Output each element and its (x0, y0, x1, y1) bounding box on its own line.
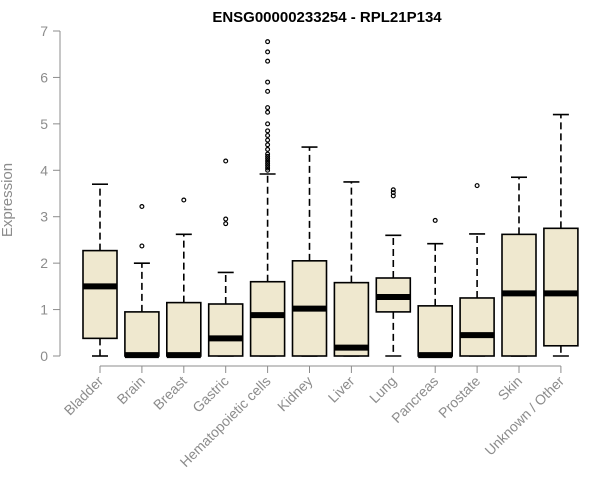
x-tick-label: Unknown / Other (481, 373, 567, 459)
y-tick-label: 3 (40, 209, 48, 225)
outlier-point (265, 128, 271, 134)
outlier-point (265, 156, 271, 162)
y-tick-label: 4 (40, 162, 48, 178)
outlier-point (223, 158, 229, 164)
box-kidney (291, 146, 328, 357)
y-tick-label: 1 (40, 302, 48, 318)
outlier-point (265, 151, 271, 157)
box-gastric (207, 158, 244, 357)
outlier-point (265, 167, 271, 173)
outlier-point (265, 160, 271, 166)
outlier-point (432, 217, 438, 223)
box-lung (375, 187, 412, 357)
outlier-point (265, 88, 271, 94)
outlier-point (265, 49, 271, 55)
y-tick-label: 7 (40, 23, 48, 39)
box-iqr (249, 280, 286, 357)
outlier-point (265, 142, 271, 148)
outlier-point (265, 163, 271, 169)
outlier-point (265, 79, 271, 85)
outlier-point (265, 146, 271, 152)
outlier-point (139, 204, 145, 210)
box-iqr (417, 305, 454, 357)
outlier-point (265, 165, 271, 171)
boxes-group (82, 39, 579, 359)
chart-title: ENSG00000233254 - RPL21P134 (212, 9, 442, 26)
outlier-point (265, 105, 271, 111)
box-iqr (459, 297, 495, 357)
outlier-point (223, 216, 229, 222)
box-iqr (333, 281, 370, 357)
outlier-point (474, 183, 480, 189)
outlier-point (139, 243, 145, 249)
x-tick-label: Breast (150, 373, 190, 413)
outlier-point (223, 221, 229, 227)
x-tick-label: Kidney (274, 373, 316, 415)
box-iqr (543, 227, 579, 347)
box-bladder (82, 183, 118, 357)
outlier-point (181, 197, 187, 203)
box-prostate (459, 183, 495, 357)
x-tick-label: Skin (495, 373, 526, 404)
y-axis-label: Expression (0, 163, 16, 237)
x-tick-label: Bladder (61, 373, 107, 419)
outlier-point (265, 137, 271, 143)
y-tick-label: 0 (40, 348, 48, 364)
box-pancreas (417, 217, 454, 359)
x-tick-label: Prostate (435, 373, 483, 421)
outlier-point (265, 109, 271, 115)
outlier-point (265, 121, 271, 127)
outlier-point (265, 39, 271, 45)
outlier-point (265, 158, 271, 164)
box-breast (166, 197, 202, 359)
box-iqr (82, 249, 118, 340)
box-hematopoietic-cells (249, 39, 286, 357)
outlier-point (390, 190, 396, 196)
y-axis: 0 1 2 3 4 5 6 7 (40, 23, 61, 364)
y-tick-label: 5 (40, 116, 48, 132)
box-liver (333, 181, 370, 357)
outlier-point (265, 58, 271, 64)
x-tick-label: Brain (114, 373, 148, 407)
box-unknown-other (543, 113, 579, 357)
box-brain (124, 204, 160, 359)
box-iqr (124, 311, 160, 357)
box-iqr (166, 301, 202, 357)
box-iqr (207, 303, 244, 357)
x-tick-label: Liver (325, 373, 358, 406)
x-tick-label: Pancreas (388, 373, 441, 426)
outlier-point (265, 132, 271, 138)
outlier-point (265, 153, 271, 159)
outlier-point (390, 187, 396, 193)
y-tick-label: 2 (40, 255, 48, 271)
box-skin (501, 176, 537, 357)
y-tick-label: 6 (40, 69, 48, 85)
x-tick-label: Lung (366, 373, 399, 406)
